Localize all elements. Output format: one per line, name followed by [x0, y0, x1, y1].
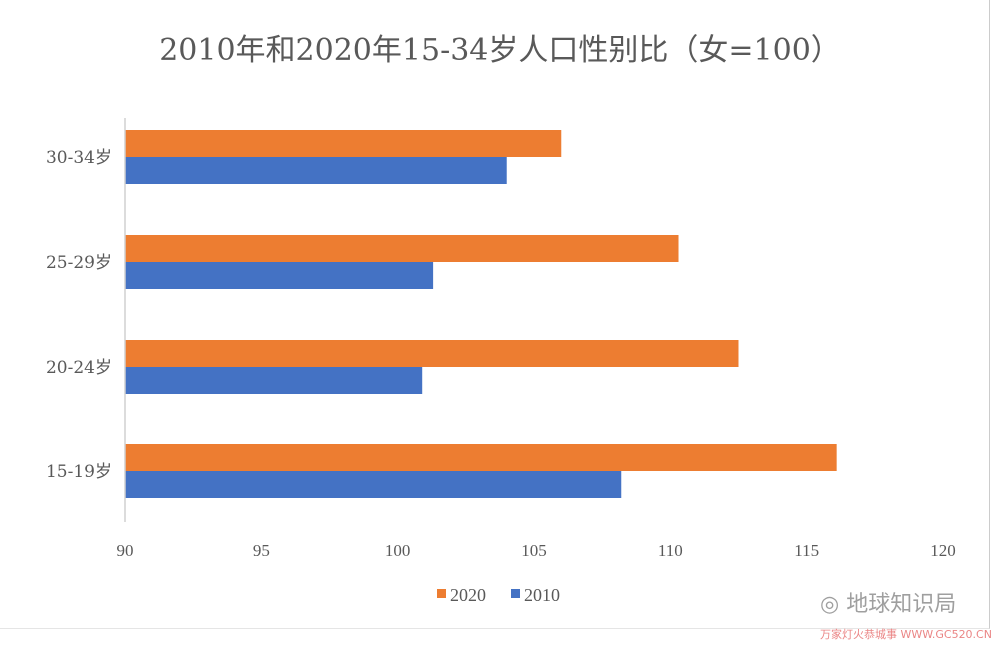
watermark-site: 万家灯火恭城事 WWW.GC520.CN — [820, 628, 992, 641]
bar-2020-15-19岁 — [125, 444, 837, 471]
bar-2010-20-24岁 — [125, 367, 423, 394]
legend-label: 2010 — [524, 585, 560, 605]
bar-2010-30-34岁 — [125, 157, 507, 184]
category-label: 20-24岁 — [46, 358, 112, 378]
x-tick-label: 90 — [117, 541, 134, 560]
legend-swatch-2010 — [511, 589, 520, 598]
bar-2020-30-34岁 — [125, 130, 562, 157]
bar-2020-25-29岁 — [125, 235, 679, 262]
x-tick-label: 120 — [930, 541, 956, 560]
x-tick-label: 95 — [253, 541, 270, 560]
category-label: 15-19岁 — [46, 462, 112, 482]
x-tick-label: 115 — [794, 541, 819, 560]
chart-frame — [0, 0, 990, 629]
x-tick-label: 110 — [658, 541, 683, 560]
chart-title: 2010年和2020年15-34岁人口性别比（女=100） — [159, 33, 841, 68]
category-label: 25-29岁 — [46, 253, 112, 273]
bar-2020-20-24岁 — [125, 340, 739, 367]
x-tick-label: 105 — [521, 541, 547, 560]
legend-label: 2020 — [450, 585, 486, 605]
category-label: 30-34岁 — [46, 148, 112, 168]
legend-swatch-2020 — [437, 589, 446, 598]
bar-2010-25-29岁 — [125, 262, 434, 289]
x-tick-label: 100 — [385, 541, 411, 560]
bar-2010-15-19岁 — [125, 471, 622, 498]
watermark-logo: ◎ 地球知识局 — [820, 592, 957, 617]
